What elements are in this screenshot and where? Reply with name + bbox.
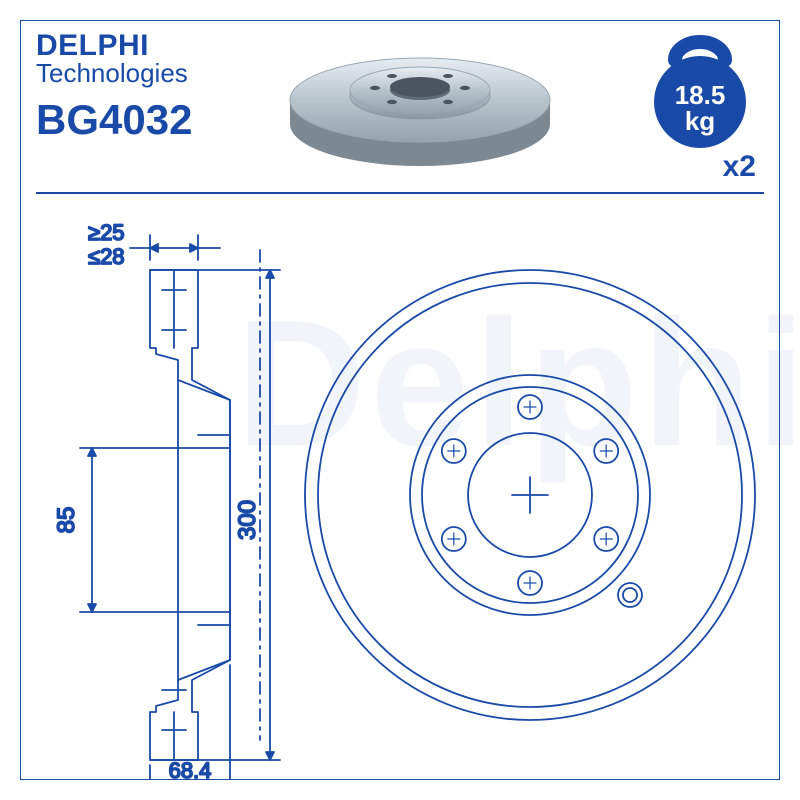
- dim-outer-dia: 300: [234, 500, 261, 540]
- weight-unit: kg: [685, 106, 715, 136]
- front-view: [305, 270, 755, 720]
- brand-subtitle: Technologies: [36, 60, 188, 87]
- index-hole: [618, 583, 642, 607]
- dim-hub-width: 68.4: [169, 758, 212, 780]
- part-number: BG4032: [36, 96, 192, 144]
- section-divider: [36, 192, 764, 194]
- cross-section-view: ≥25 ≤28 85 300: [53, 220, 280, 780]
- weight-indicator: 18.5 kg: [640, 30, 760, 155]
- product-render: [270, 26, 570, 186]
- quantity-label: x2: [723, 150, 756, 184]
- dim-thickness-min: ≥25: [88, 220, 125, 245]
- technical-diagram: ≥25 ≤28 85 300: [20, 200, 780, 780]
- brand-block: DELPHI Technologies: [36, 30, 188, 87]
- dim-bore: 85: [53, 507, 80, 534]
- dim-thickness-max: ≤28: [88, 244, 125, 269]
- brand-name: DELPHI: [36, 30, 188, 62]
